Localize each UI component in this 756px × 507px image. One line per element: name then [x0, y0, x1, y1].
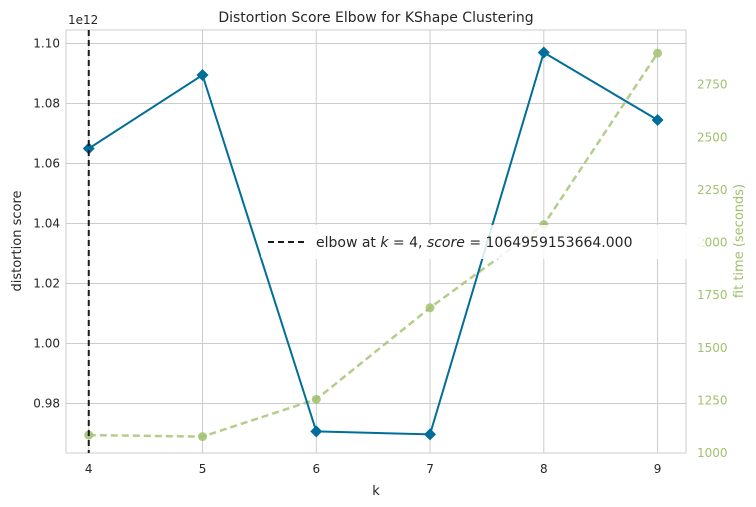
y2-axis-label: fit time (seconds) — [732, 184, 747, 298]
y-tick-label: 1.00 — [33, 337, 60, 351]
y-axis-ticks: 0.98 1.00 1.02 1.04 1.06 1.08 1.10 — [33, 37, 60, 411]
series-layer — [82, 46, 664, 442]
legend-box — [261, 225, 703, 259]
y-tick-label: 1.06 — [33, 157, 60, 171]
y-tick-label: 1.10 — [33, 37, 60, 51]
y-offset-label: 1e12 — [68, 13, 98, 27]
fit_time-series-line — [88, 52, 659, 438]
legend-k-symbol: k — [380, 235, 389, 251]
legend-part-1: elbow at — [316, 235, 380, 251]
legend-score-value: = 1064959153664.000 — [465, 235, 633, 251]
score-point — [537, 46, 550, 59]
x-tick-label: 4 — [85, 462, 93, 476]
y2-tick-label: 2250 — [697, 183, 728, 197]
x-tick-label: 9 — [654, 462, 662, 476]
score-point — [424, 428, 437, 441]
y2-tick-label: 2000 — [697, 236, 728, 250]
x-tick-label: 6 — [312, 462, 320, 476]
y2-tick-label: 1000 — [697, 446, 728, 460]
fit_time-point — [198, 432, 208, 442]
fit_time-point — [311, 394, 321, 404]
x-tick-label: 8 — [540, 462, 548, 476]
y2-tick-label: 1500 — [697, 341, 728, 355]
score-point — [196, 69, 209, 81]
grid-horizontal — [66, 43, 686, 404]
y2-axis-ticks: 1000 1250 1500 1750 2000 2250 2500 2750 — [697, 78, 728, 460]
score-series-line — [88, 50, 659, 436]
chart-title: Distortion Score Elbow for KShape Cluste… — [218, 10, 533, 26]
y-tick-label: 1.04 — [33, 217, 60, 231]
y2-tick-label: 2500 — [697, 130, 728, 144]
fit_time-point — [425, 303, 435, 313]
y2-tick-label: 2750 — [697, 78, 728, 92]
y2-tick-label: 1250 — [697, 393, 728, 407]
y-tick-label: 1.08 — [33, 97, 60, 111]
legend: elbow at k = 4, score = 1064959153664.00… — [261, 225, 703, 259]
y-axis-label: distortion score — [10, 191, 25, 292]
x-tick-label: 5 — [199, 462, 207, 476]
score-point — [82, 142, 95, 155]
legend-part-3: = 4, — [388, 235, 426, 251]
y-tick-label: 0.98 — [33, 397, 60, 411]
legend-score-symbol: score — [427, 235, 465, 251]
y2-tick-label: 1750 — [697, 288, 728, 302]
x-axis-ticks: 4 5 6 7 8 9 — [85, 462, 661, 476]
x-axis-label: k — [372, 484, 380, 499]
fit_time-point — [653, 48, 663, 58]
score-point — [310, 425, 323, 438]
x-tick-label: 7 — [426, 462, 434, 476]
y-tick-label: 1.02 — [33, 277, 60, 291]
score-point — [651, 114, 664, 126]
legend-elbow-label: elbow at k = 4, score = 1064959153664.00… — [316, 235, 632, 251]
